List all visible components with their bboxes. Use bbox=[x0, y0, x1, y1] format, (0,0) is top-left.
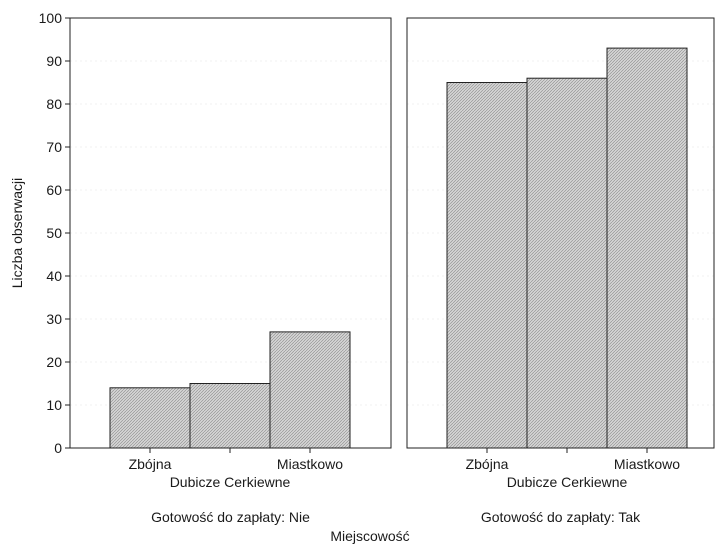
bar bbox=[109, 387, 191, 449]
bar bbox=[446, 82, 528, 449]
y-axis-title: Liczba obserwacji bbox=[9, 178, 25, 289]
x-category-label: Dubicze Cerkiewne bbox=[507, 474, 628, 490]
y-tick-label: 40 bbox=[46, 268, 62, 284]
y-tick-label: 0 bbox=[54, 440, 62, 456]
x-category-label: Dubicze Cerkiewne bbox=[170, 474, 291, 490]
y-tick-label: 60 bbox=[46, 182, 62, 198]
x-axis-title: Miejscowość bbox=[330, 528, 409, 544]
y-tick-label: 100 bbox=[39, 10, 63, 26]
y-tick-label: 70 bbox=[46, 139, 62, 155]
y-tick-label: 20 bbox=[46, 354, 62, 370]
y-tick-label: 50 bbox=[46, 225, 62, 241]
panel-frame bbox=[406, 17, 715, 449]
panel-label: Gotowość do zapłaty: Nie bbox=[151, 509, 310, 525]
bar bbox=[269, 331, 351, 449]
x-category-label: Miastkowo bbox=[614, 456, 680, 472]
x-category-label: Zbójna bbox=[466, 456, 509, 472]
y-tick-label: 30 bbox=[46, 311, 62, 327]
x-category-label: Miastkowo bbox=[277, 456, 343, 472]
y-tick-label: 10 bbox=[46, 397, 62, 413]
y-tick-label: 80 bbox=[46, 96, 62, 112]
panel-label: Gotowość do zapłaty: Tak bbox=[481, 509, 641, 525]
bar bbox=[189, 383, 271, 449]
x-category-label: Zbójna bbox=[129, 456, 172, 472]
panel-frame bbox=[69, 17, 392, 449]
bar bbox=[526, 77, 608, 449]
bar bbox=[606, 47, 688, 449]
y-tick-label: 90 bbox=[46, 53, 62, 69]
